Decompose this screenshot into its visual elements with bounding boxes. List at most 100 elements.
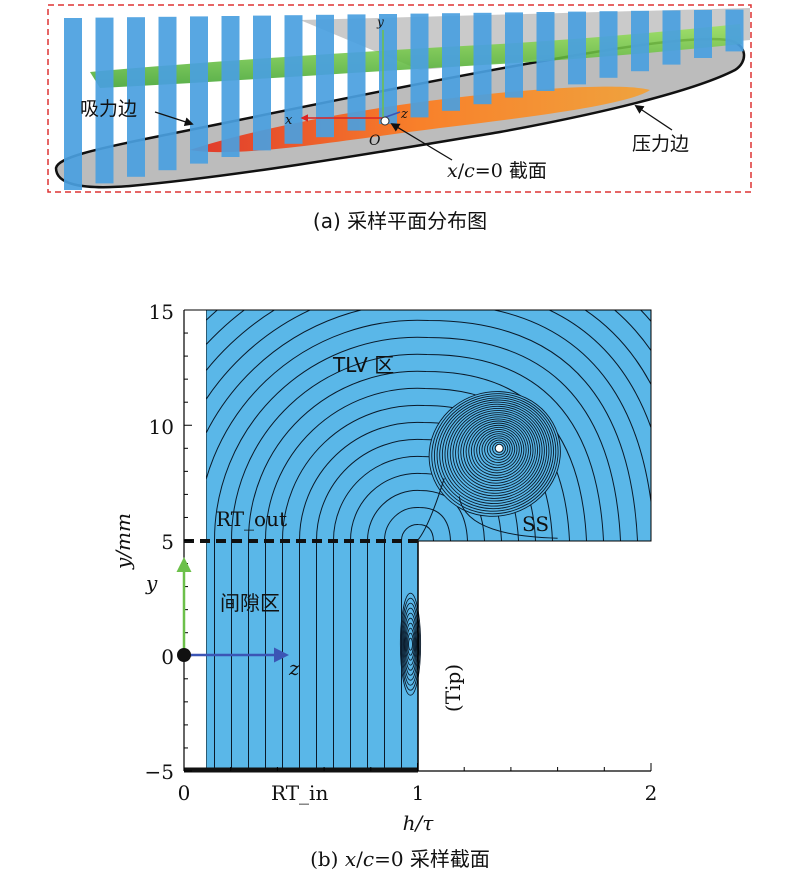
vortex-contour	[428, 391, 561, 517]
vortex-contour	[439, 399, 552, 507]
sampling-plane	[568, 11, 586, 85]
vortex-contour	[441, 401, 550, 504]
streamline	[230, 353, 604, 771]
sampling-plane	[347, 14, 366, 131]
streamline	[400, 523, 434, 771]
streamline	[206, 310, 651, 507]
sampling-planes	[64, 9, 744, 190]
streamline	[213, 336, 621, 771]
section-label: x/c=0 截面	[447, 160, 547, 182]
section-arrow	[390, 123, 453, 161]
vortex-contour	[470, 424, 525, 476]
streamline	[206, 319, 638, 541]
z-arrow-label: z	[288, 656, 300, 680]
vortex-contour	[465, 420, 529, 481]
sampling-plane	[127, 17, 145, 177]
ss-label: SS	[522, 512, 549, 536]
sampling-plane	[631, 10, 649, 72]
vortex-contour	[431, 393, 559, 515]
vortex-contour	[433, 395, 557, 512]
tlv-region-label: TLV 区	[332, 353, 394, 377]
tip-label: (Tip)	[441, 664, 465, 712]
gap-vortex-contour	[399, 592, 422, 696]
vortex-tail	[417, 478, 558, 541]
vortex-contour	[455, 412, 538, 492]
sampling-plane	[221, 16, 240, 157]
x-tick-label-0: 0	[178, 781, 191, 805]
vortex-contour	[460, 416, 534, 487]
sampling-plane	[410, 13, 429, 118]
panel-a: y x z O 吸力边 压力边 x/c=0 截面 (a) 采样平面分布图	[47, 4, 752, 233]
y-axis-title: y/mm	[111, 513, 135, 570]
gap-vortex-contour	[400, 597, 421, 691]
origin-dot	[177, 648, 191, 662]
y-tick-label-0: 0	[161, 645, 174, 669]
vortex-contour	[492, 441, 506, 456]
gap-vortex-contour	[403, 612, 418, 676]
sampling-plane	[64, 18, 82, 190]
vortex-core	[494, 443, 504, 453]
vortex-contour	[478, 431, 518, 469]
gap-vortex-contour	[408, 637, 413, 651]
suction-side-label: 吸力边	[80, 98, 137, 120]
panel-b: 15 10 5 0 −5 0 1 2 h/τ y/mm y z TLV 区 间隙…	[111, 300, 658, 871]
y-tick-label-15: 15	[149, 300, 174, 324]
vortex-contour	[444, 403, 548, 502]
vortex-contour	[457, 414, 536, 489]
sampling-plane	[190, 16, 208, 164]
gap-vortex-contour	[406, 627, 415, 661]
gap-vortex	[399, 592, 422, 696]
rt-out-label: RT_out	[216, 507, 287, 531]
sampling-plane	[473, 12, 492, 105]
vortex-contour	[486, 437, 511, 461]
pressure-side-arrow	[634, 104, 673, 131]
x-axis-title: h/τ	[403, 811, 435, 835]
origin-label-a: O	[369, 133, 381, 149]
vortex-contour	[463, 418, 532, 484]
tip-leakage-vortex	[417, 391, 561, 541]
sampling-plane	[505, 12, 523, 98]
vortex-contour	[436, 397, 554, 510]
streamline	[206, 310, 651, 430]
panel-a-frame	[47, 4, 752, 193]
sampling-plane	[158, 16, 177, 171]
gap-vortex-contour	[401, 602, 420, 686]
pressure-side-label: 压力边	[632, 133, 689, 155]
sampling-plane	[95, 17, 114, 184]
sampling-plane	[379, 14, 397, 124]
vortex-contour	[484, 435, 513, 463]
sampling-plane	[599, 11, 618, 78]
vortex-contour	[481, 433, 516, 466]
y-tick-label-5: 5	[161, 530, 174, 554]
sampling-plane	[662, 10, 681, 65]
sampling-plane	[284, 15, 303, 144]
rt-in-label: RT_in	[271, 781, 328, 805]
x-tick-label-1: 1	[412, 781, 425, 805]
gap-vortex-contour	[405, 622, 416, 666]
pressure-field	[190, 86, 650, 153]
sampling-plane	[316, 14, 334, 138]
gap-vortex-contour	[404, 617, 417, 671]
vortex-contour	[447, 405, 545, 499]
streamline	[206, 310, 651, 386]
axis-x-label-a: x	[285, 113, 293, 128]
sampling-plane	[536, 12, 555, 91]
vortex-contour	[473, 426, 522, 474]
streamline	[383, 506, 451, 771]
x-tick-label-2: 2	[645, 781, 658, 805]
y-tick-label-10: 10	[149, 415, 174, 439]
gap-vortex-contour	[407, 632, 414, 656]
caption-a: (a) 采样平面分布图	[313, 209, 487, 233]
axis-y-label-a: y	[376, 15, 384, 29]
vortex-contour	[468, 422, 527, 479]
sampling-plane	[442, 13, 460, 111]
streamline	[366, 489, 468, 771]
vortex-contour	[476, 429, 520, 471]
sampling-plane	[253, 15, 271, 151]
vortex-contour	[452, 410, 541, 494]
sampling-plane	[694, 10, 712, 58]
gap-region-label: 间隙区	[220, 591, 280, 615]
suction-side-arrow	[154, 111, 194, 127]
vortex-contour	[449, 407, 543, 497]
